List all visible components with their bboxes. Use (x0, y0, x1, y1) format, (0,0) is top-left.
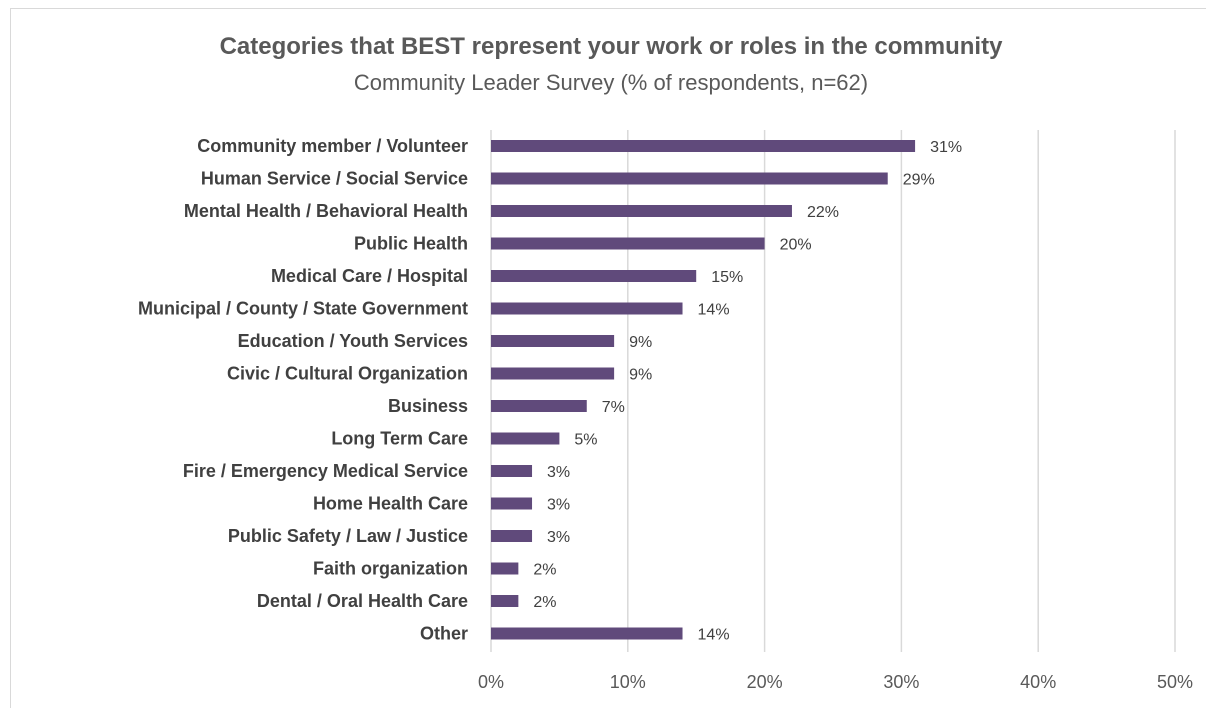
data-label: 5% (574, 432, 597, 449)
data-label: 31% (930, 139, 962, 156)
category-label: Long Term Care (331, 429, 468, 449)
bar (491, 465, 533, 477)
data-label: 14% (698, 627, 730, 644)
bar (491, 237, 765, 250)
x-tick-label: 30% (883, 672, 919, 692)
data-label: 9% (629, 367, 652, 384)
x-tick-label: 0% (478, 672, 504, 692)
category-label: Faith organization (313, 559, 468, 579)
x-tick-label: 20% (747, 672, 783, 692)
category-label: Human Service / Social Service (201, 169, 468, 189)
data-label: 3% (547, 529, 570, 546)
x-axis-tick-labels: 0% 10% 20% 30% 40% 50% (478, 672, 1193, 692)
category-label: Other (420, 624, 468, 644)
bar (491, 270, 697, 282)
category-label: Public Safety / Law / Justice (228, 526, 468, 546)
data-label: 14% (698, 302, 730, 319)
data-label: 2% (533, 594, 556, 611)
category-label: Home Health Care (313, 494, 468, 514)
value-labels: 31%29%22%20%15%14%9%9%7%5%3%3%3%2%2%14% (533, 139, 962, 644)
data-label: 7% (602, 399, 625, 416)
category-label: Mental Health / Behavioral Health (184, 201, 468, 221)
bar (491, 627, 683, 640)
data-label: 22% (807, 204, 839, 221)
category-label: Fire / Emergency Medical Service (183, 461, 468, 481)
x-tick-label: 50% (1157, 672, 1193, 692)
data-label: 2% (533, 562, 556, 579)
x-tick-label: 40% (1020, 672, 1056, 692)
bar (491, 335, 615, 347)
data-label: 29% (903, 172, 935, 189)
data-label: 15% (711, 269, 743, 286)
bar (491, 205, 792, 217)
bar (491, 367, 615, 380)
data-label: 20% (780, 237, 812, 254)
data-label: 3% (547, 464, 570, 481)
category-label: Civic / Cultural Organization (227, 364, 468, 384)
chart-frame (10, 8, 1206, 708)
bar (491, 595, 519, 607)
data-label: 3% (547, 497, 570, 514)
bar (491, 302, 683, 315)
category-label: Dental / Oral Health Care (257, 591, 468, 611)
bar (491, 562, 519, 575)
category-labels: Community member / Volunteer Human Servic… (138, 136, 468, 644)
category-label: Education / Youth Services (238, 331, 468, 351)
category-label: Municipal / County / State Government (138, 299, 468, 319)
bar (491, 432, 560, 445)
chart-title: Categories that BEST represent your work… (219, 33, 1003, 60)
bar (491, 530, 533, 542)
bar (491, 140, 916, 152)
category-label: Public Health (354, 234, 468, 254)
category-label: Medical Care / Hospital (271, 266, 468, 286)
bars (491, 140, 916, 640)
x-tick-label: 10% (610, 672, 646, 692)
data-label: 9% (629, 334, 652, 351)
category-label: Business (388, 396, 468, 416)
bar (491, 172, 888, 185)
chart-subtitle: Community Leader Survey (% of respondent… (353, 70, 869, 95)
category-label: Community member / Volunteer (197, 136, 468, 156)
bar (491, 400, 587, 412)
bar (491, 497, 533, 510)
